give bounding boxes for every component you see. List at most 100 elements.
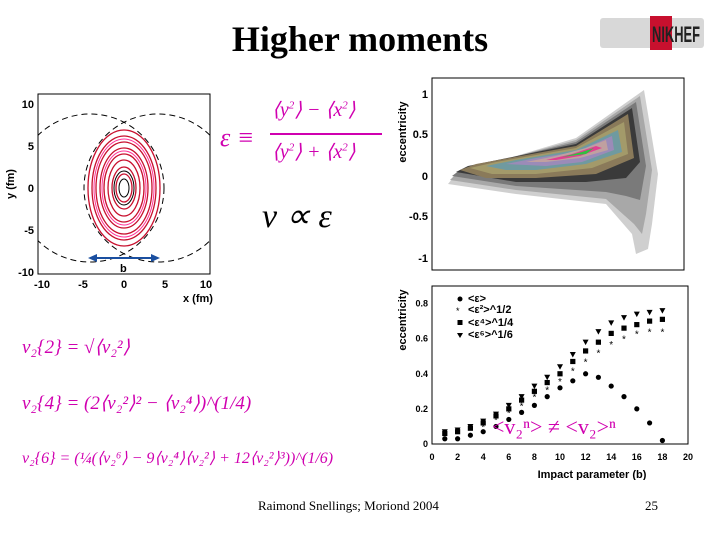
epsilon-lhs: ε ≡ (220, 123, 255, 152)
x-tick-label: 2 (455, 452, 460, 462)
x-tick: 0 (121, 279, 127, 291)
data-point-circle (506, 416, 512, 423)
x-tick-label: 20 (683, 452, 693, 462)
eccentricity-density-map: 1 0.5 0 -0.5 -1 eccentricity (397, 77, 685, 271)
data-point-triangle (531, 383, 538, 390)
x-tick-label: 18 (657, 452, 667, 462)
data-point-star: * (584, 357, 588, 368)
data-point-star: * (520, 401, 524, 412)
data-point-star: * (481, 422, 485, 433)
data-point-circle (659, 437, 665, 444)
data-point-star: * (558, 377, 562, 388)
data-point-square (608, 330, 614, 336)
logo-text: NIKHEF (652, 22, 700, 47)
legend-marker-triangle (457, 333, 463, 338)
x-tick-label: 12 (581, 452, 591, 462)
data-point-circle (480, 429, 486, 435)
data-point-triangle (582, 339, 589, 346)
y-tick-label: 0 (423, 439, 428, 449)
density-layers (448, 90, 658, 254)
data-point-circle (621, 394, 627, 400)
data-point-star: * (507, 408, 511, 419)
ecc-chart-xlabel: Impact parameter (b) (538, 469, 647, 480)
exp: 2 (342, 99, 348, 112)
data-point-circle (519, 409, 525, 415)
y-tick: 10 (22, 99, 34, 111)
v2-2-equation: v₂{2} = √⟨v₂²⟩ (22, 337, 131, 358)
nikhef-logo: NIKHEF (600, 16, 704, 50)
v-proportional-epsilon: v ∝ ε (262, 198, 332, 235)
ecc-map-ytick: -1 (418, 253, 428, 265)
data-point-circle (647, 420, 653, 426)
data-point-circle (493, 423, 499, 430)
data-point-circle (531, 402, 537, 408)
y-tick-label: 0.8 (415, 299, 428, 309)
data-point-star: * (635, 329, 639, 340)
y-tick-label: 0.4 (415, 369, 428, 379)
y-axis-label: y (fm) (5, 169, 17, 199)
data-point-square (506, 406, 512, 412)
x-axis-label: x (fm) (183, 293, 213, 305)
x-tick-label: 14 (606, 452, 616, 462)
data-point-circle (570, 378, 576, 384)
data-point-star: * (532, 393, 536, 404)
exp: 2 (342, 141, 348, 154)
data-point-circle (455, 436, 461, 442)
data-point-triangle (493, 411, 499, 418)
fraction-bar (270, 133, 382, 135)
data-point-triangle (646, 309, 653, 316)
ecc-map-ytick: 0.5 (413, 129, 428, 141)
data-point-circle (595, 374, 601, 380)
data-point-circle (608, 383, 614, 389)
data-point-square (519, 397, 525, 403)
data-point-triangle (608, 320, 615, 326)
legend: <ε> * <ε²>^1/2 <ε⁴>^1/4 <ε⁶>^1/6 (456, 293, 514, 341)
x-tick: -5 (78, 279, 88, 291)
b-label: b (120, 263, 127, 275)
footer-author: Raimond Snellings; Moriond 2004 (258, 498, 439, 513)
legend-item: <ε> (468, 293, 486, 305)
data-point-triangle (454, 427, 461, 433)
y-tick-label: 0.6 (415, 334, 428, 344)
x-tick-label: 6 (506, 452, 511, 462)
contour-ellipses (87, 129, 161, 247)
data-point-star: * (545, 386, 549, 397)
data-point-square (621, 325, 627, 331)
data-point-triangle (595, 329, 602, 335)
data-point-circle (442, 436, 448, 442)
data-point-square (647, 318, 653, 324)
epsilon-definition: ε ≡ ⟨y2⟩ − ⟨x2⟩ ⟨y2⟩ + ⟨x2⟩ (220, 95, 385, 180)
legend-item: <ε⁶>^1/6 (468, 329, 513, 341)
y-tick-label: 0.2 (415, 404, 428, 414)
y-tick: -10 (18, 267, 34, 279)
data-point-star: * (596, 349, 600, 360)
data-point-star: * (468, 426, 472, 437)
ecc-map-ylabel: eccentricity (397, 101, 409, 163)
data-point-circle (583, 371, 589, 377)
data-point-triangle (505, 402, 512, 409)
y-tick: -5 (24, 225, 34, 237)
minus-sign: − (307, 99, 321, 121)
data-point-triangle (544, 374, 551, 381)
data-point-triangle (569, 351, 576, 358)
data-point-triangle (480, 418, 487, 425)
data-point-star: * (494, 415, 498, 426)
v2-4-equation: v₂{4} = (2⟨v₂²⟩² − ⟨v₂⁴⟩)^(1/4) (22, 393, 252, 414)
impact-parameter-arrow (88, 254, 160, 262)
data-point-triangle (557, 364, 563, 370)
data-point-triangle (467, 423, 474, 430)
data-point-star: * (443, 431, 447, 442)
numerator: ⟨y2⟩ − ⟨x2⟩ (272, 99, 356, 121)
data-point-square (634, 322, 640, 328)
eccentricity-vs-b-chart: eccentricity Impact parameter (b) 0.8 0.6… (397, 285, 693, 480)
overlap-contour-plot: b 10 5 0 -5 -10 -10 -5 0 5 10 x (fm) y (… (5, 93, 213, 305)
exp: 2 (288, 99, 295, 112)
data-point-square (557, 371, 563, 377)
data-point-triangle (441, 429, 448, 435)
page-number: 25 (645, 498, 658, 513)
exp: 2 (288, 141, 295, 154)
x-tick-label: 0 (429, 452, 434, 462)
x-tick: 5 (162, 279, 168, 291)
data-point-star: * (571, 366, 575, 377)
legend-item: <ε²>^1/2 (468, 304, 511, 316)
